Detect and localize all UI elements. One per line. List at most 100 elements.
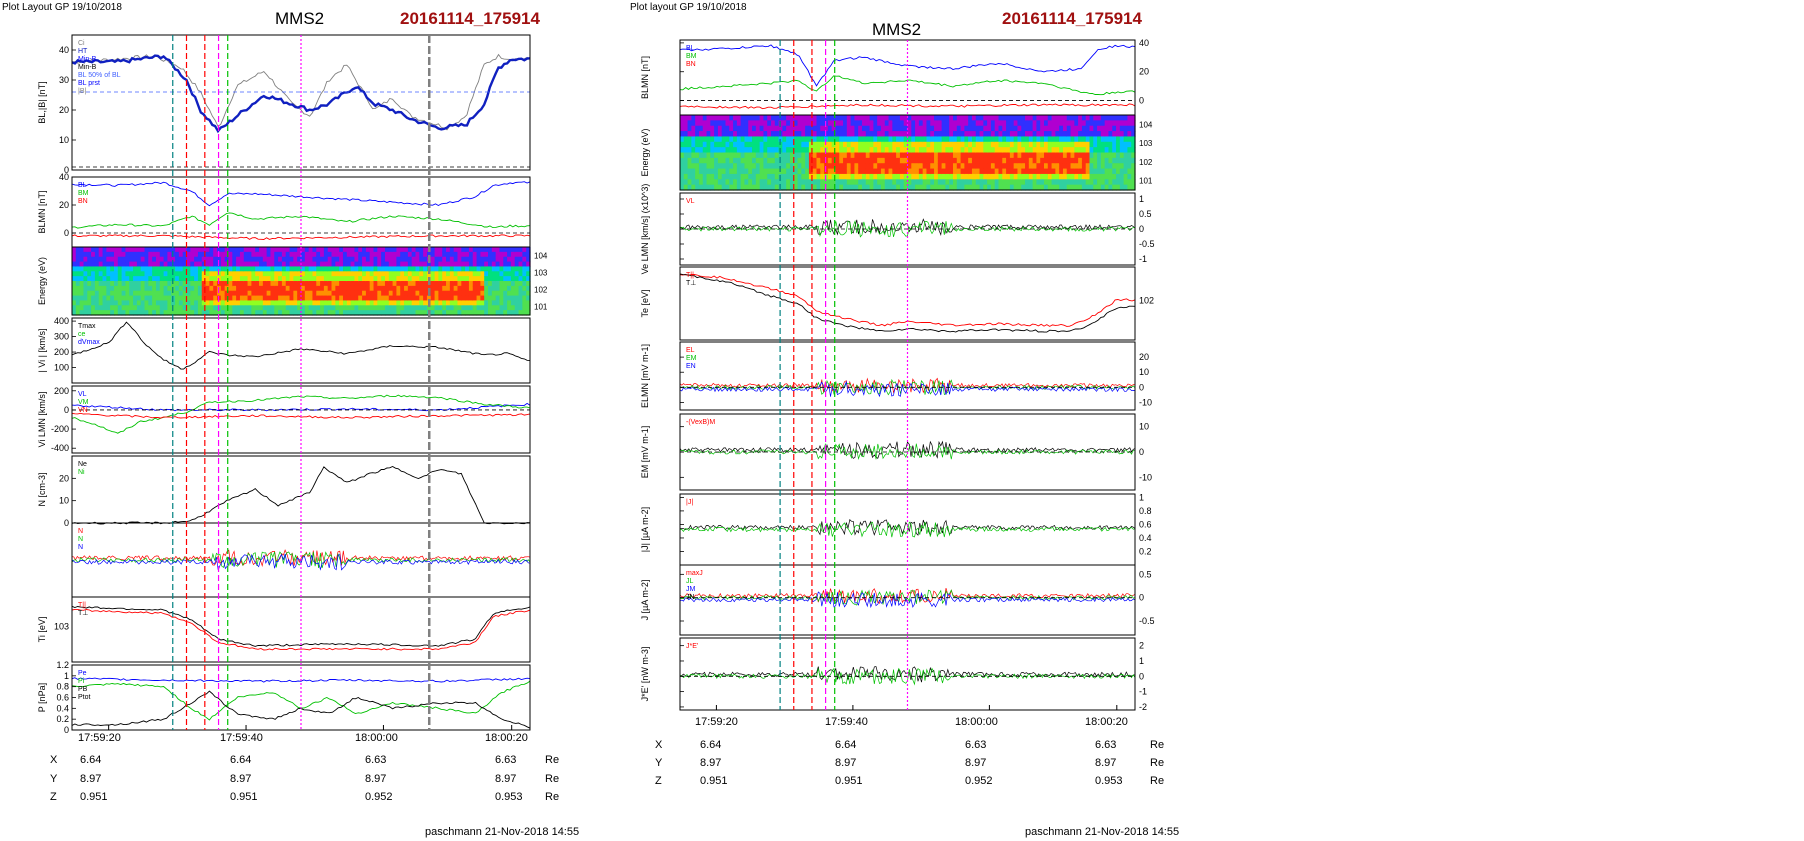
spectrogram-cell xyxy=(79,290,85,297)
spectrogram-cell xyxy=(339,285,344,292)
spectrogram-cell xyxy=(205,290,210,297)
spectrogram-cell xyxy=(816,136,821,143)
spectrogram-cell xyxy=(274,295,279,302)
spectrogram-cell xyxy=(510,251,516,258)
spectrogram-cell xyxy=(495,281,501,287)
spectrogram-cell xyxy=(1066,136,1072,143)
spectrogram-cell xyxy=(404,290,409,297)
spectrogram-cell xyxy=(404,310,409,316)
spectrogram-cell xyxy=(835,136,840,143)
spectrogram-cell xyxy=(782,168,787,175)
spectrogram-cell xyxy=(1062,157,1068,164)
spectrogram-cell xyxy=(880,141,886,148)
spectrogram-cell xyxy=(392,247,398,253)
spectrogram-cell xyxy=(884,168,890,175)
spectrogram-cell xyxy=(808,141,814,148)
spectrogram-cell xyxy=(869,131,874,138)
spectrogram-cell xyxy=(136,247,142,253)
spectrogram-cell xyxy=(384,305,390,311)
spectrogram-cell xyxy=(289,256,294,263)
spectrogram-cell xyxy=(434,247,439,253)
spectrogram-cell xyxy=(495,285,501,292)
spectrogram-cell xyxy=(725,184,730,191)
spectrogram-cell xyxy=(789,136,795,143)
spectrogram-cell xyxy=(461,290,466,297)
spectrogram-cell xyxy=(102,295,107,302)
spectrogram-cell xyxy=(434,300,439,306)
spectrogram-cell xyxy=(865,163,871,170)
spectrogram-cell xyxy=(797,120,802,127)
spectrogram-cell xyxy=(1009,141,1015,148)
spectrogram-cell xyxy=(1059,184,1064,191)
spectrogram-cell xyxy=(480,295,485,302)
spectrogram-cell xyxy=(83,251,88,258)
spectrogram-cell xyxy=(266,266,272,272)
spectrogram-cell xyxy=(839,115,844,121)
spectrogram-cell xyxy=(1093,168,1098,175)
spectrogram-cell xyxy=(350,290,356,297)
spectrogram-cell xyxy=(930,115,935,121)
spectrogram-cell xyxy=(1044,163,1049,170)
spectrogram-cell xyxy=(797,157,802,164)
spectrogram-cell xyxy=(1021,163,1026,170)
spectrogram-cell xyxy=(526,271,531,277)
spectrogram-cell xyxy=(744,141,749,148)
spectrogram-cell xyxy=(744,115,749,121)
spectrogram-cell xyxy=(873,131,878,138)
spectrogram-cell xyxy=(140,300,146,306)
spectrogram-cell xyxy=(869,173,874,180)
spectrogram-cell xyxy=(1112,152,1117,159)
spectrogram-cell xyxy=(771,120,776,127)
position-value: 8.97 xyxy=(1095,757,1116,769)
axis-label: P [nPa] xyxy=(37,683,47,712)
spectrogram-cell xyxy=(259,271,264,277)
spectrogram-cell xyxy=(846,125,852,132)
spectrogram-cell xyxy=(1085,184,1091,191)
spectrogram-cell xyxy=(152,295,157,302)
spectrogram-cell xyxy=(327,271,333,277)
spectrogram-cell xyxy=(171,251,176,258)
spectrogram-cell xyxy=(419,285,424,292)
spectrogram-cell xyxy=(331,247,336,253)
spectrogram-cell xyxy=(903,173,909,180)
spectrogram-cell xyxy=(442,295,447,302)
spectrogram-cell xyxy=(518,271,523,277)
spectrogram-cell xyxy=(797,125,802,132)
spectrogram-cell xyxy=(755,147,761,154)
spectrogram-cell xyxy=(396,290,401,297)
spectrogram-cell xyxy=(1055,141,1060,148)
spectrogram-cell xyxy=(937,141,943,148)
spectrogram-cell xyxy=(843,168,848,175)
spectrogram-cell xyxy=(411,295,417,302)
spectrogram-cell xyxy=(968,168,973,175)
spectrogram-cell xyxy=(926,125,931,132)
spectrogram-cell xyxy=(201,285,207,292)
spectrogram-cell xyxy=(1074,115,1079,121)
spectrogram-cell xyxy=(488,281,493,287)
spectrogram-cell xyxy=(1074,157,1079,164)
position-value: 0.951 xyxy=(230,791,258,803)
spectrogram-cell xyxy=(937,131,943,138)
spectrogram-cell xyxy=(915,115,920,121)
position-unit: Re xyxy=(1150,739,1164,751)
spectrogram-cell xyxy=(858,157,863,164)
spectrogram-cell xyxy=(1051,141,1056,148)
spectrogram-cell xyxy=(312,305,317,311)
spectrogram-cell xyxy=(83,285,88,292)
spectrogram-cell xyxy=(423,285,428,292)
spectrogram-cell xyxy=(717,125,723,132)
spectrogram-cell xyxy=(839,173,844,180)
spectrogram-cell xyxy=(782,157,787,164)
spectrogram-cell xyxy=(683,147,689,154)
spectrogram-cell xyxy=(926,184,931,191)
spectrogram-cell xyxy=(350,305,356,311)
spectrogram-cell xyxy=(484,276,489,282)
spectrogram-cell xyxy=(736,157,742,164)
spectrogram-cell xyxy=(884,179,890,186)
spectrogram-cell xyxy=(850,136,856,143)
spectrogram-cell xyxy=(824,120,829,127)
spectrogram-cell xyxy=(1104,120,1110,127)
spectrogram-cell xyxy=(507,300,512,306)
spectrogram-cell xyxy=(113,266,119,272)
spectrogram-cell xyxy=(236,285,241,292)
